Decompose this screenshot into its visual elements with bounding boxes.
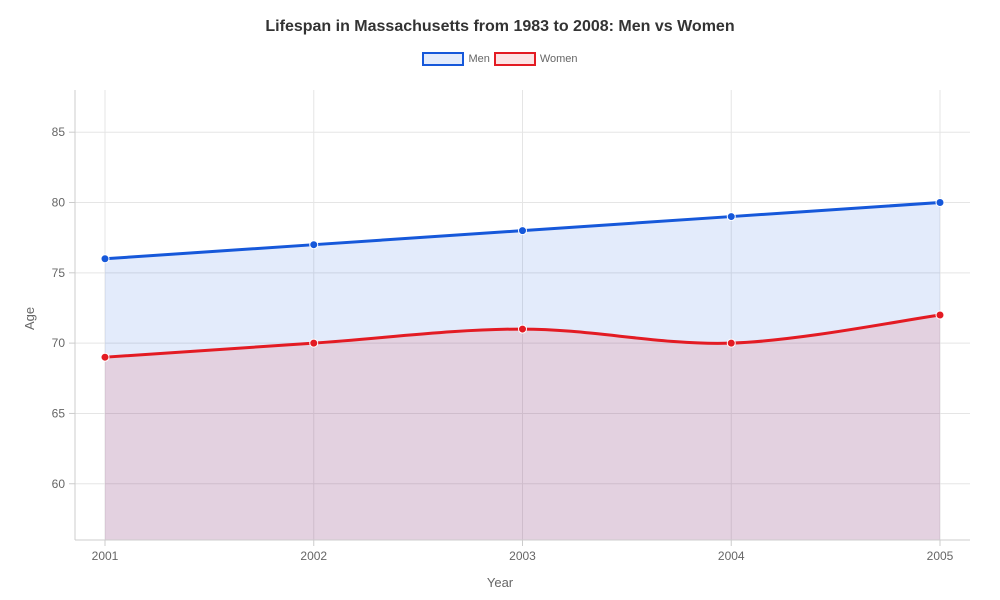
chart-container: Lifespan in Massachusetts from 1983 to 2… (0, 0, 1000, 600)
y-tick-label: 70 (52, 336, 66, 350)
point-men-2[interactable] (519, 227, 527, 235)
y-tick-label: 85 (52, 125, 66, 139)
point-men-0[interactable] (101, 255, 109, 263)
chart-svg: 2001 2002 2003 2004 2005 60 65 70 75 80 85 (0, 0, 1000, 600)
point-men-3[interactable] (727, 213, 735, 221)
x-tick-labels: 2001 2002 2003 2004 2005 (92, 540, 954, 563)
x-axis-label: Year (0, 575, 1000, 590)
point-women-1[interactable] (310, 339, 318, 347)
y-axis-label: Age (22, 307, 37, 330)
point-women-3[interactable] (727, 339, 735, 347)
point-men-1[interactable] (310, 241, 318, 249)
x-tick-label: 2005 (927, 549, 954, 563)
y-tick-labels: 60 65 70 75 80 85 (52, 125, 75, 491)
y-tick-label: 80 (52, 196, 66, 210)
y-tick-label: 65 (52, 406, 66, 420)
point-women-4[interactable] (936, 311, 944, 319)
x-tick-label: 2001 (92, 549, 119, 563)
point-women-0[interactable] (101, 353, 109, 361)
x-tick-label: 2004 (718, 549, 745, 563)
point-men-4[interactable] (936, 199, 944, 207)
x-tick-label: 2003 (509, 549, 536, 563)
point-women-2[interactable] (519, 325, 527, 333)
area-fills (105, 203, 940, 541)
y-tick-label: 75 (52, 266, 66, 280)
y-tick-label: 60 (52, 477, 66, 491)
x-tick-label: 2002 (300, 549, 327, 563)
